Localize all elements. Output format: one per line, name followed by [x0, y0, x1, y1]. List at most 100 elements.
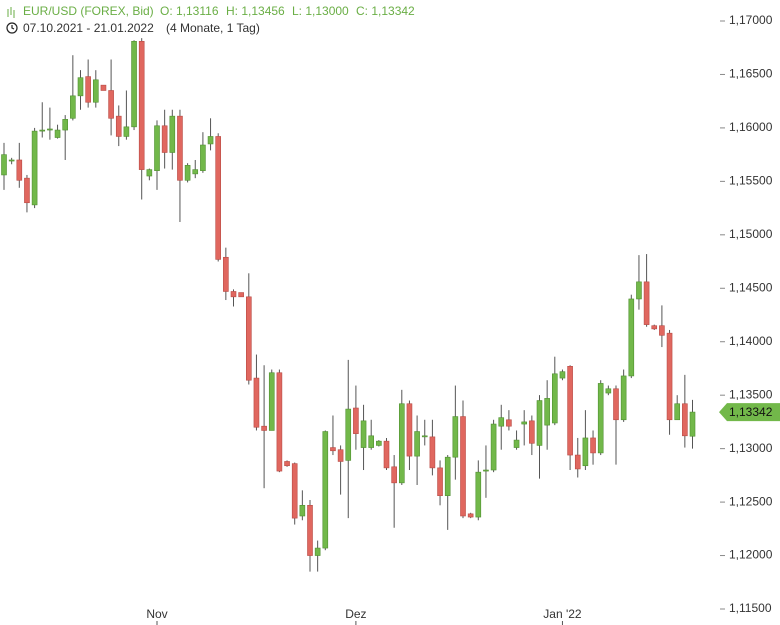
down-body [643, 281, 650, 325]
up-body [200, 144, 206, 171]
down-body [291, 463, 298, 519]
down-body [429, 436, 436, 469]
y-tick-label: 1,12000 [729, 548, 773, 562]
up-body [414, 431, 420, 457]
up-body [559, 371, 566, 379]
down-body [307, 504, 313, 556]
y-tick-label: 1,13000 [729, 441, 773, 455]
up-body [169, 115, 176, 153]
down-body [353, 407, 359, 434]
down-body [161, 125, 168, 153]
up-body [31, 130, 38, 206]
down-body [85, 76, 91, 103]
up-body [551, 373, 558, 424]
up-body [536, 400, 543, 446]
down-body [574, 454, 581, 470]
down-body [651, 325, 658, 330]
y-tick-label: 1,16000 [729, 120, 773, 134]
instrument: EUR/USD (FOREX, Bid) [23, 4, 154, 18]
down-body [529, 420, 535, 444]
up-body [268, 372, 275, 431]
up-body [47, 128, 53, 131]
up-body [1, 154, 7, 176]
last-price-label: 1,13342 [729, 405, 773, 419]
down-body [246, 296, 252, 381]
up-body [131, 41, 137, 128]
up-body [345, 408, 352, 461]
down-body [682, 403, 688, 437]
up-body [398, 403, 405, 484]
up-body [93, 79, 99, 103]
ohlc-high: H: 1,13456 [226, 4, 285, 18]
last-price-marker [719, 403, 780, 422]
down-body [215, 136, 221, 260]
y-tick-label: 1,15500 [729, 174, 773, 188]
up-body [521, 421, 528, 425]
chart-icon [7, 7, 15, 18]
x-tick-label: Dez [345, 607, 366, 621]
down-body [253, 377, 260, 428]
down-body [238, 292, 244, 298]
up-body [513, 439, 520, 448]
up-body [146, 169, 153, 177]
y-tick-label: 1,14000 [729, 334, 773, 348]
up-body [77, 77, 84, 97]
up-body [322, 431, 329, 549]
up-body [498, 417, 505, 427]
down-body [437, 467, 443, 496]
date-range: 07.10.2021 - 21.01.2022 [23, 21, 154, 35]
down-body [16, 159, 23, 181]
y-tick-label: 1,15000 [729, 227, 773, 241]
up-body [689, 411, 696, 437]
up-body [299, 504, 306, 517]
x-tick-label: Jan '22 [543, 607, 582, 621]
up-body [314, 547, 321, 556]
up-body [628, 298, 635, 377]
up-body [70, 95, 76, 119]
down-body [406, 403, 413, 457]
ohlc-close: C: 1,13342 [356, 4, 415, 18]
down-body [115, 115, 122, 137]
down-body [276, 372, 283, 472]
up-body [674, 403, 681, 421]
y-tick-label: 1,13500 [729, 387, 773, 401]
up-body [8, 159, 15, 162]
x-tick-label: Nov [146, 607, 167, 621]
up-body [154, 125, 160, 171]
y-tick-label: 1,17000 [729, 13, 773, 27]
down-body [567, 366, 573, 456]
down-body [383, 440, 390, 469]
down-body [138, 41, 145, 170]
down-body [100, 84, 107, 91]
up-body [368, 435, 375, 448]
up-body [444, 456, 451, 496]
up-body [582, 437, 589, 467]
up-body [62, 119, 69, 131]
y-tick-label: 1,12500 [729, 494, 773, 508]
duration: (4 Monate, 1 Tag) [166, 21, 260, 35]
clock-icon [6, 22, 18, 34]
down-body [460, 416, 466, 517]
up-body [597, 383, 604, 454]
y-tick-label: 1,11500 [729, 601, 772, 615]
up-body [605, 388, 612, 394]
up-body [360, 420, 367, 448]
down-body [613, 388, 619, 421]
up-body [192, 169, 199, 175]
up-body [54, 129, 61, 138]
up-body [483, 469, 489, 472]
up-body [636, 281, 642, 300]
up-body [452, 416, 459, 458]
up-body [421, 435, 428, 438]
y-tick-label: 1,16500 [729, 67, 773, 81]
down-body [230, 291, 237, 298]
up-body [39, 129, 46, 132]
ohlc-open: O: 1,13116 [160, 4, 219, 18]
down-body [590, 437, 596, 454]
down-body [177, 115, 183, 181]
up-body [475, 471, 482, 518]
y-tick-label: 1,14500 [729, 280, 773, 294]
up-body [184, 165, 191, 181]
up-body [123, 126, 130, 137]
